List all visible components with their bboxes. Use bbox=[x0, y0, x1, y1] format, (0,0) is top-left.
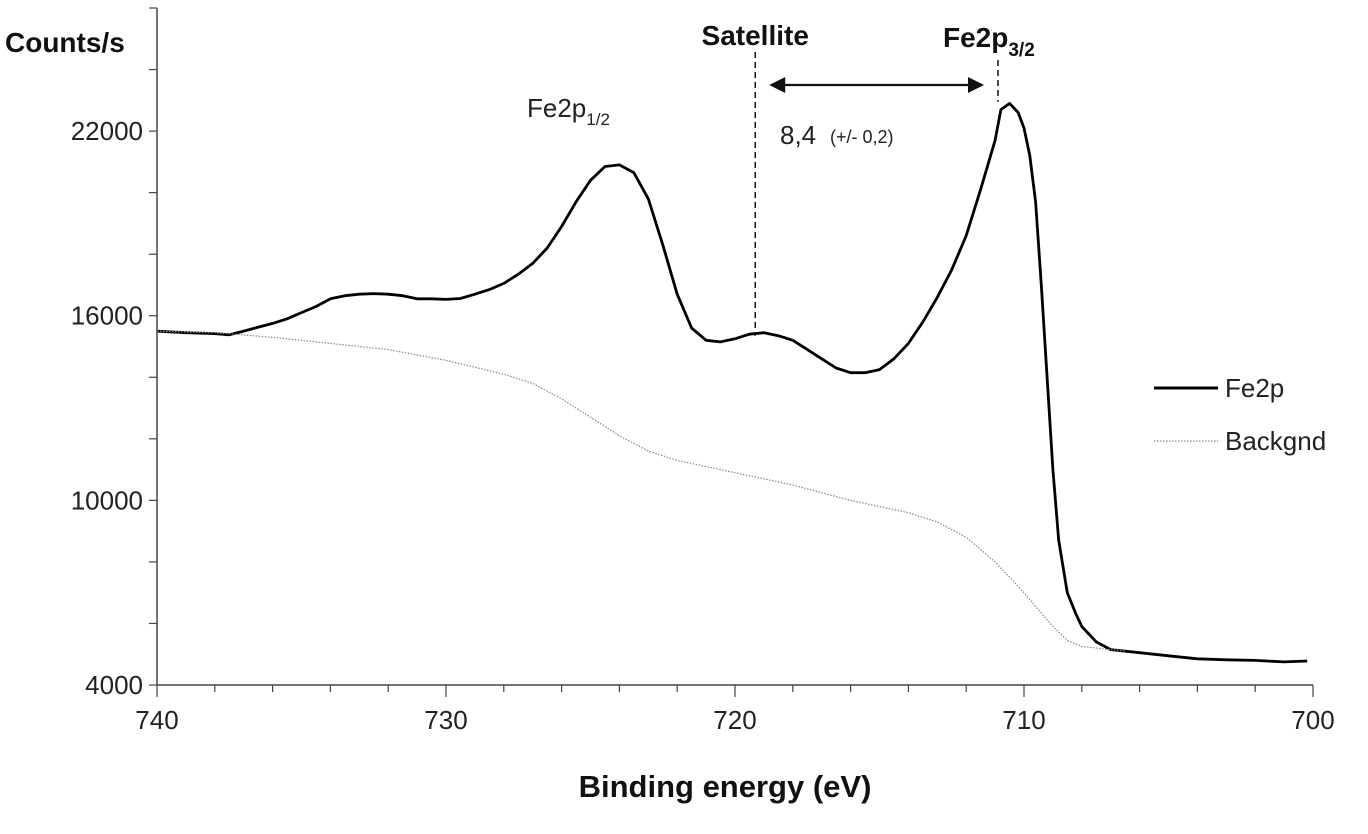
y-tick-label: 10000 bbox=[71, 485, 143, 515]
x-tick-label: 730 bbox=[424, 705, 467, 735]
y-tick-label: 16000 bbox=[71, 301, 143, 331]
satellite-label: Satellite bbox=[702, 20, 809, 51]
separation-value: 8,4 bbox=[780, 120, 816, 150]
x-tick-label: 740 bbox=[135, 705, 178, 735]
series-group bbox=[156, 102, 1308, 664]
fe2p32-label: Fe2p3/2 bbox=[943, 22, 1035, 61]
x-ticks: 740 730 720 710 700 bbox=[135, 685, 1335, 735]
axes bbox=[156, 8, 1313, 686]
separation-arrow-right-head bbox=[967, 77, 984, 93]
legend: Fe2p Backgnd bbox=[1154, 373, 1326, 456]
annotations: Satellite Fe2p3/2 Fe2p1/2 8,4 (+/- 0,2) bbox=[527, 20, 1035, 336]
series-line-fe2p bbox=[156, 102, 1308, 664]
legend-label-backgnd: Backgnd bbox=[1225, 426, 1326, 456]
fe2p12-label: Fe2p1/2 bbox=[527, 93, 610, 129]
x-tick-label: 710 bbox=[1002, 705, 1045, 735]
separation-arrow-left-head bbox=[769, 77, 786, 93]
y-tick-label: 22000 bbox=[71, 116, 143, 146]
x-tick-label: 720 bbox=[713, 705, 756, 735]
separation-uncertainty: (+/- 0,2) bbox=[830, 127, 894, 147]
x-axis-title: Binding energy (eV) bbox=[579, 769, 872, 804]
y-axis-title: Counts/s bbox=[5, 27, 125, 58]
x-tick-label: 700 bbox=[1291, 705, 1334, 735]
y-tick-label: 4000 bbox=[85, 670, 143, 700]
y-ticks: 4000 10000 16000 22000 bbox=[71, 7, 157, 700]
legend-label-fe2p: Fe2p bbox=[1225, 373, 1284, 403]
series-line-backgnd bbox=[156, 330, 1126, 652]
